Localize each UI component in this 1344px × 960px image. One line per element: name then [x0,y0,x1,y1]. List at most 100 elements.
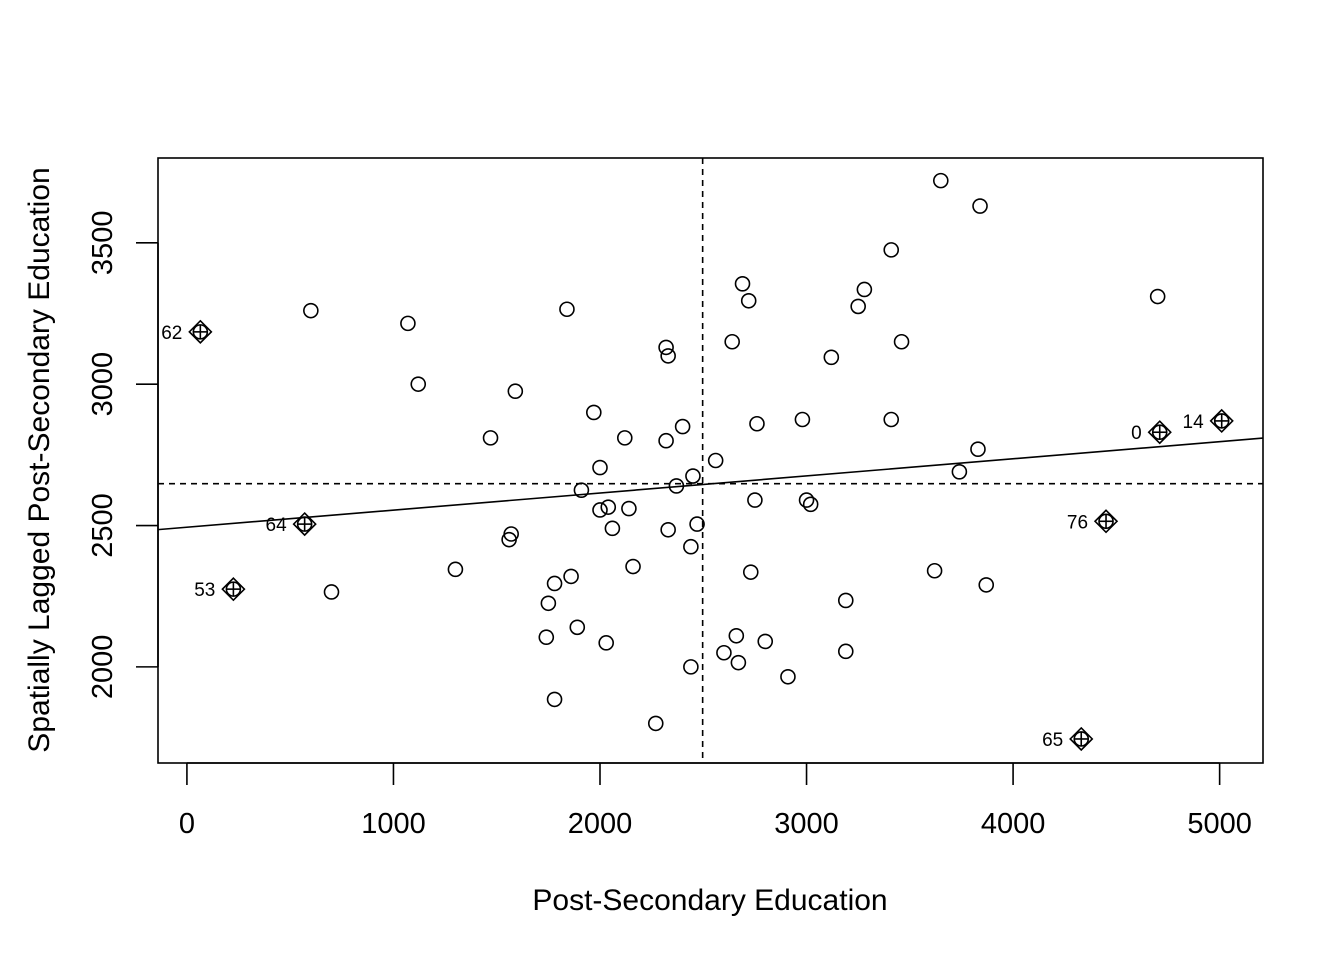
x-axis-title: Post-Secondary Education [532,884,887,917]
x-tick-label: 3000 [774,808,839,840]
data-point [932,172,949,189]
data-point [716,644,732,661]
data-point [482,430,499,446]
data-point [674,418,691,435]
data-point [978,577,995,593]
data-point [707,452,724,469]
data-point [592,459,608,476]
y-axis-title: Spatially Lagged Post-Secondary Educatio… [23,167,56,752]
data-point [1149,288,1166,305]
influential-point: 0 [1131,420,1172,445]
influential-point: 76 [1067,509,1119,534]
data-point [546,691,563,708]
data-point [323,584,340,600]
data-point [400,315,416,332]
x-tick-label: 0 [179,808,195,840]
x-tick-label: 2000 [568,808,633,840]
influential-point: 14 [1183,408,1234,434]
data-point [794,411,811,428]
data-point [660,521,676,538]
data-point [926,562,943,579]
influential-point: 53 [194,577,246,602]
data-point [740,292,757,309]
influence-diamond-marker [221,577,246,602]
data-point [621,500,637,517]
data-point [683,538,699,555]
influential-point-label: 65 [1042,730,1063,751]
data-point [303,302,319,319]
data-point [592,502,608,518]
influential-point-label: 53 [194,580,215,601]
data-point [569,619,586,636]
influential-point-label: 62 [161,323,182,344]
data-point [837,592,854,609]
x-tick-label: 1000 [361,808,426,840]
influence-diamond-marker [292,511,317,537]
data-point [798,492,815,508]
y-tick-label: 3000 [87,352,119,417]
data-point [604,520,621,537]
data-point [410,376,427,392]
data-point [683,659,699,675]
data-point [757,633,774,650]
data-point [546,575,563,592]
data-point [856,281,873,298]
data-point [573,482,590,498]
data-point [730,654,747,671]
influential-point: 62 [161,319,213,344]
influential-point: 64 [266,511,317,537]
data-point [668,478,685,494]
data-point [647,715,664,732]
y-tick-label: 3500 [87,211,119,276]
data-point [598,635,614,651]
y-axis: 2000 2500 3000 3500 [87,211,159,700]
influential-point-label: 0 [1131,423,1142,444]
data-point [501,531,517,548]
data-point [780,668,796,685]
data-point [972,198,988,214]
data-point [724,333,740,350]
regression-layer [157,437,1264,531]
data-point [559,301,575,318]
data-point [658,339,674,356]
influence-diamond-marker [1147,420,1172,445]
x-tick-label: 4000 [981,808,1046,840]
influential-point: 65 [1042,726,1094,752]
regression-line [157,437,1264,531]
x-axis: 0 1000 2000 3000 4000 5000 [179,762,1252,840]
data-point [447,561,464,578]
data-point [883,411,900,428]
influential-points: 62 64 53 0 14 76 65 [161,319,1234,752]
data-point [540,595,557,612]
data-point [749,415,765,432]
data-point [837,643,854,660]
y-tick-label: 2000 [87,635,119,700]
data-point [893,333,910,350]
data-point [689,516,705,532]
data-point [507,383,524,400]
data-point [616,430,633,446]
x-tick-label: 5000 [1187,808,1252,840]
data-point [742,564,759,580]
influential-point-label: 64 [266,515,288,536]
data-point [970,441,986,457]
influential-point-label: 14 [1183,412,1205,433]
data-point [823,349,840,366]
influence-diamond-marker [1209,408,1234,434]
influence-diamond-marker [188,319,213,344]
data-point [685,468,701,484]
data-point [625,558,641,575]
data-point [883,242,900,258]
data-point [747,492,763,508]
data-points [303,172,1166,732]
data-point [563,568,579,585]
y-tick-label: 2500 [87,493,119,558]
data-point [728,627,745,644]
data-point [850,298,866,315]
influence-diamond-marker [1069,726,1094,752]
data-point [734,276,751,292]
data-point [658,432,674,449]
data-point [600,499,617,515]
influential-point-label: 76 [1067,512,1088,533]
